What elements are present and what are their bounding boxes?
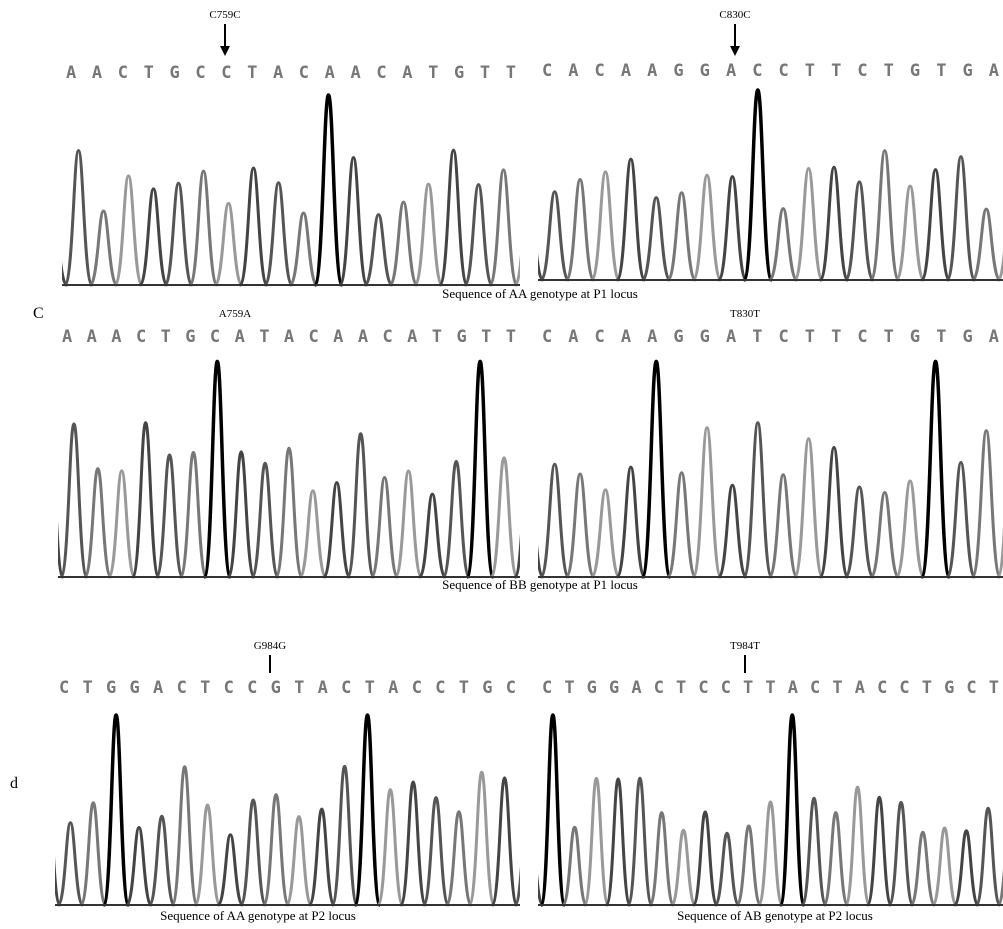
caption: Sequence of BB genotype at P1 locus — [442, 577, 638, 592]
mutation-label: A759A — [219, 308, 251, 320]
panel-bg — [538, 56, 1003, 282]
chromatogram: CACAAGGACCTTCTGTGA — [515, 56, 1003, 282]
sequence: CTGGACTCCTTACTACCTGCT — [542, 678, 999, 698]
caption: Sequence of AA genotype at P2 locus — [160, 908, 356, 923]
panel-letter: d — [10, 775, 18, 792]
panel-bg — [538, 673, 1003, 907]
mutation-label: C759C — [209, 9, 240, 21]
chromatogram: CTGGACTCCTTACTACCTGCT — [519, 673, 1003, 907]
panel-letter: C — [33, 305, 44, 322]
mutation-label: T984T — [730, 640, 760, 652]
chromatogram: CACAAGGATCTTCTGTGA — [515, 322, 1003, 579]
arrow-head — [730, 46, 740, 56]
mutation-label: T830T — [730, 308, 760, 320]
chromatogram: AAACTGCATACAACATGTT — [37, 322, 541, 579]
arrow-head — [220, 46, 230, 56]
caption: Sequence of AA genotype at P1 locus — [442, 286, 638, 301]
chromatogram: CTGGACTCCGTACTACCTGC — [35, 673, 540, 907]
mutation-label: C830C — [719, 9, 750, 21]
figure: C d Sequence of AA genotype at P1 locus … — [0, 0, 1003, 929]
caption: Sequence of AB genotype at P2 locus — [677, 908, 873, 923]
panel-bg — [538, 322, 1003, 579]
chromatogram: AACTGCCTACAACATGTT — [40, 58, 543, 287]
mutation-label: G984G — [254, 640, 286, 652]
